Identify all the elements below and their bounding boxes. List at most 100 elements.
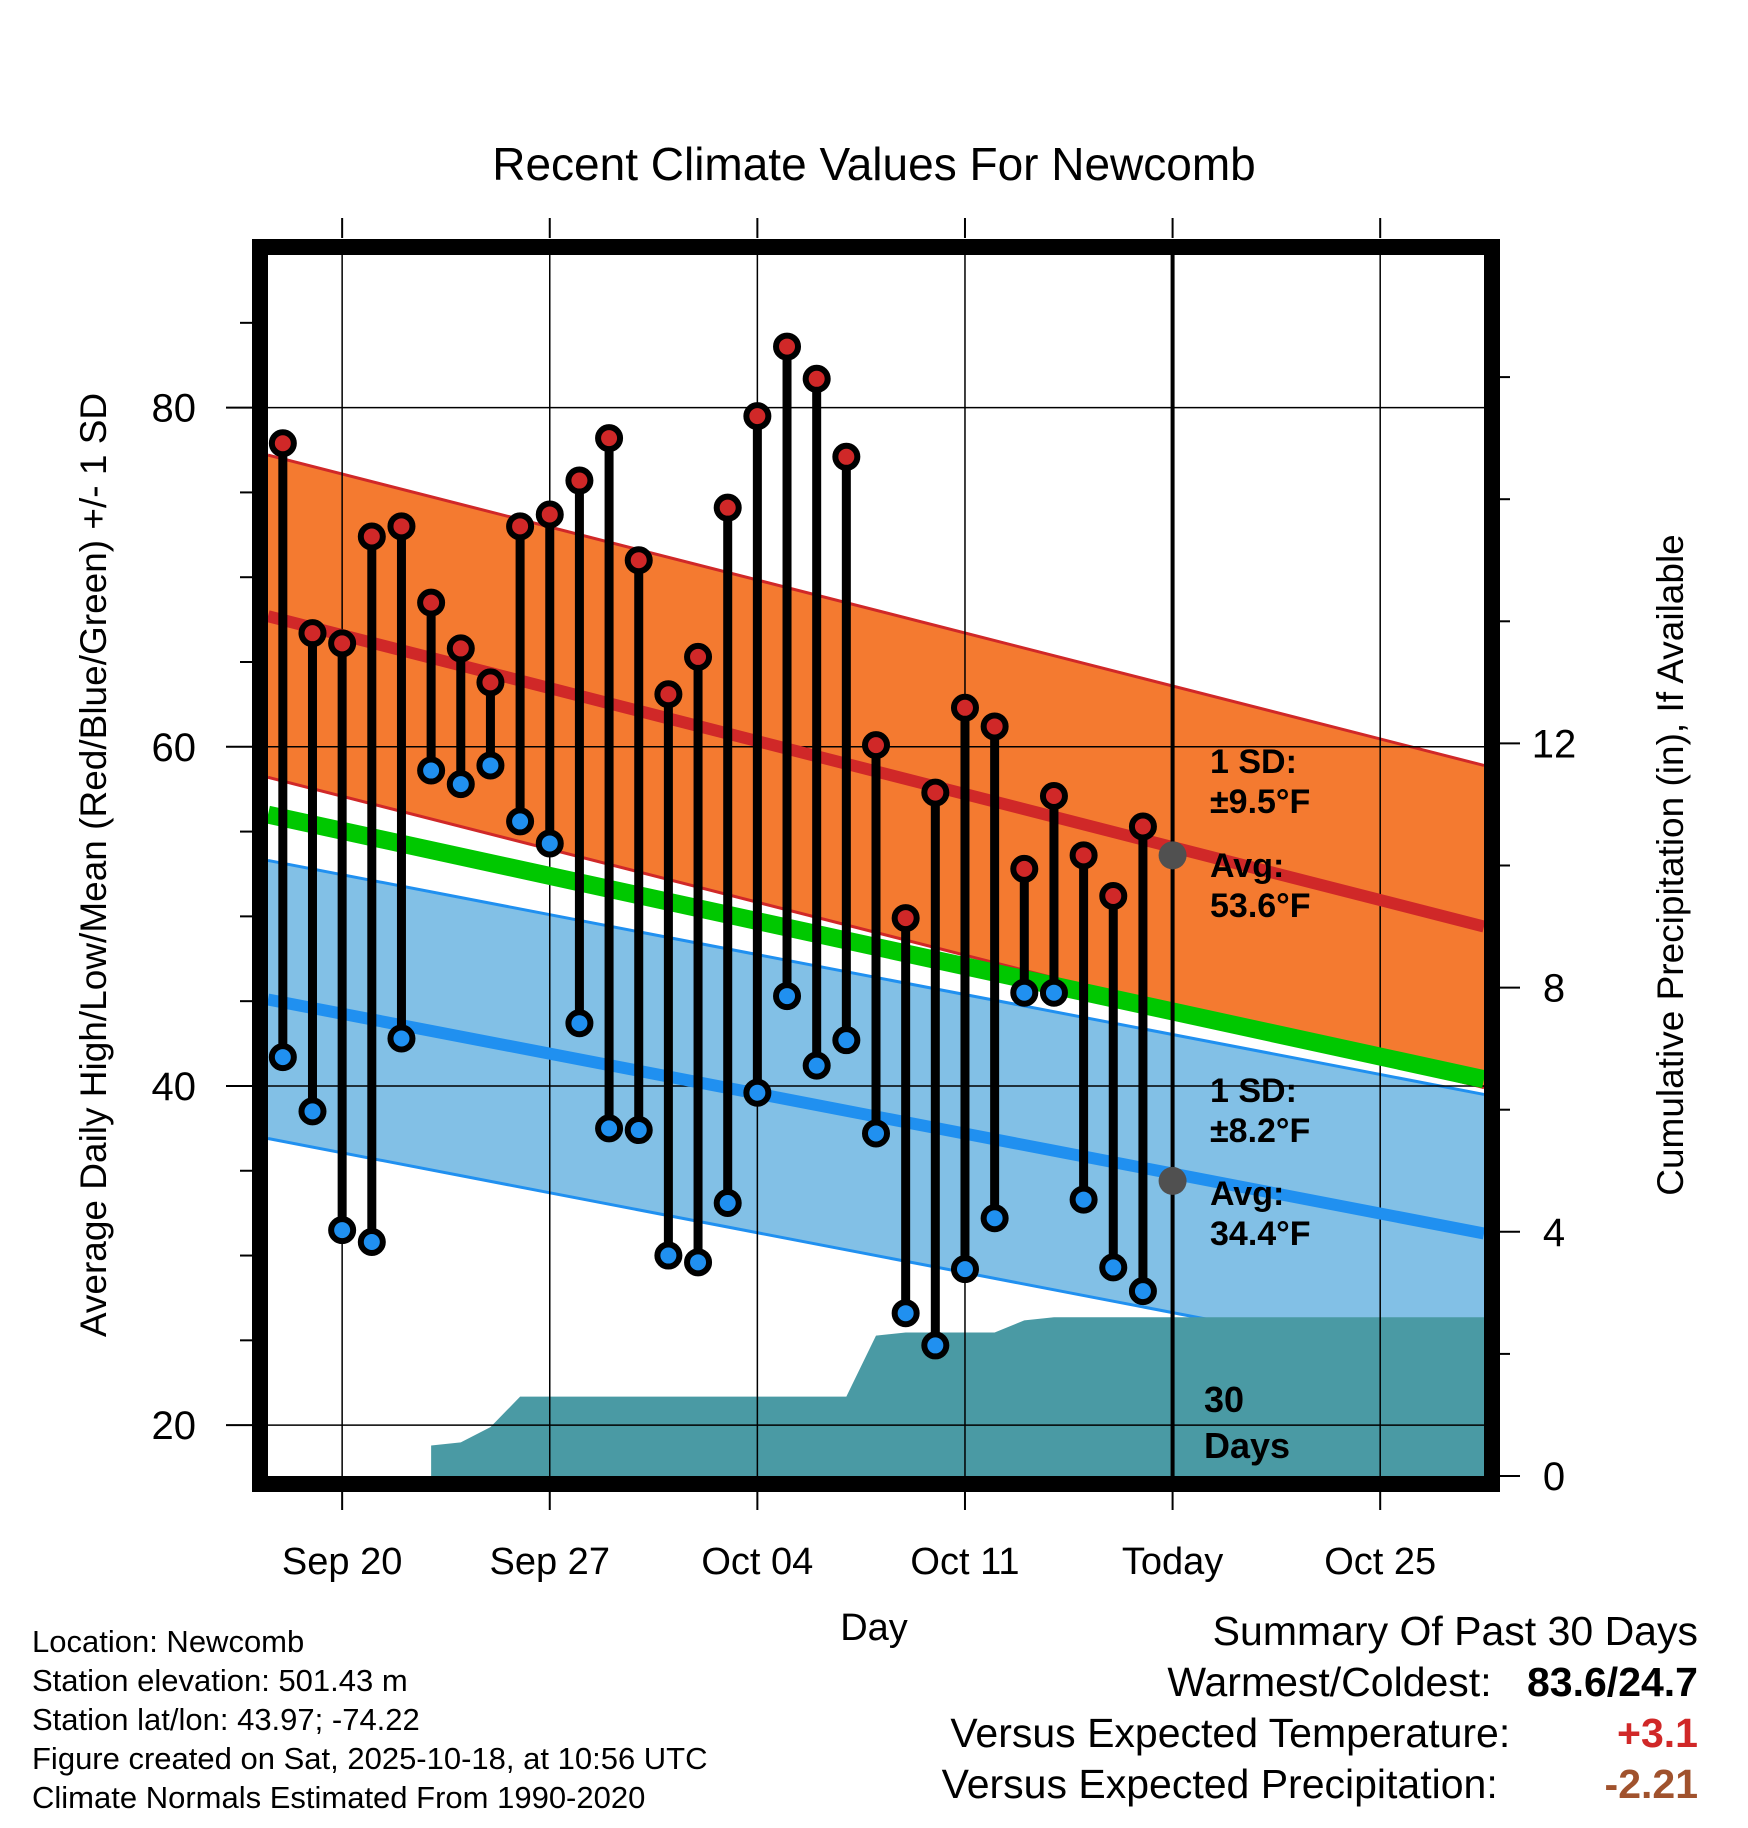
low-point (268, 1043, 297, 1072)
low-point (1128, 1277, 1157, 1306)
high-point (595, 424, 624, 453)
y2-tick-label: 8 (1543, 967, 1565, 1011)
summary-precip-value: -2.21 (1604, 1761, 1698, 1807)
high-point (743, 402, 772, 431)
low-point (743, 1078, 772, 1107)
summary-warmest-label: Warmest/Coldest: (1167, 1659, 1492, 1705)
daily-range-sticks (278, 346, 1148, 1346)
high-point (298, 619, 327, 648)
high-point (891, 904, 920, 933)
high-point (506, 512, 535, 541)
high-point (654, 680, 683, 709)
days-label-number: 30 (1204, 1379, 1244, 1420)
info-created: Figure created on Sat, 2025-10-18, at 10… (32, 1741, 708, 1776)
daily-points (268, 332, 1157, 1360)
y2-tick-label: 0 (1543, 1455, 1565, 1499)
low-point (387, 1024, 416, 1053)
info-location: Location: Newcomb (32, 1624, 305, 1659)
high-point (802, 364, 831, 393)
high-sd-value: ±9.5°F (1210, 783, 1310, 821)
low-point (476, 751, 505, 780)
high-avg-marker (1158, 841, 1187, 870)
info-elevation: Station elevation: 501.43 m (32, 1663, 408, 1698)
low-point (654, 1241, 683, 1270)
low-point (328, 1216, 357, 1245)
low-point (446, 770, 475, 799)
high-point (1010, 854, 1039, 883)
summary-temp-value: +3.1 (1617, 1710, 1698, 1756)
high-point (328, 629, 357, 658)
station-info: Location: Newcomb Station elevation: 501… (32, 1622, 708, 1817)
y2-tick-label: 12 (1532, 722, 1577, 766)
y2-axis-label: Cumulative Precipitation (in), If Availa… (1650, 534, 1691, 1196)
low-sd-label: 1 SD: (1210, 1072, 1297, 1110)
high-sd-label: 1 SD: (1210, 743, 1297, 781)
summary-temp-row: Versus Expected Temperature: +3.1 (942, 1708, 1698, 1759)
low-point (950, 1255, 979, 1284)
high-point (387, 512, 416, 541)
low-point (891, 1299, 920, 1328)
low-sd-value: ±8.2°F (1210, 1112, 1310, 1150)
low-point (506, 807, 535, 836)
y-tick-label: 40 (152, 1065, 197, 1109)
high-sd-band-upper-edge (267, 453, 1485, 767)
low-point (1069, 1185, 1098, 1214)
low-point (1039, 978, 1068, 1007)
low-point (417, 756, 446, 785)
x-tick-label: Sep 20 (282, 1541, 402, 1583)
axes: Sep 20 Sep 27 Oct 04 Oct 11 Today Oct 2520406… (152, 218, 1577, 1583)
high-avg-value: 53.6°F (1210, 887, 1311, 925)
low-point (862, 1119, 890, 1148)
annotations: 1 SD: ±9.5°F Avg: 53.6°F 1 SD: ±8.2°F Av… (1158, 743, 1311, 1466)
high-point (565, 466, 594, 495)
high-point (773, 332, 802, 361)
summary-warmest-value: 83.6/24.7 (1527, 1659, 1698, 1705)
x-tick-label: Sep 27 (490, 1541, 610, 1583)
x-tick-label: Oct 04 (701, 1541, 813, 1583)
high-point (950, 693, 979, 722)
low-point (802, 1051, 831, 1080)
high-point (446, 634, 475, 663)
x-tick-label: Oct 11 (910, 1541, 1019, 1583)
precip-area (431, 1317, 1484, 1476)
chart-title: Recent Climate Values For Newcomb (492, 138, 1256, 190)
high-point (624, 546, 653, 575)
high-point (417, 588, 446, 617)
low-point (535, 829, 564, 858)
high-point (832, 442, 861, 471)
low-point (1099, 1253, 1128, 1282)
low-point (980, 1204, 1009, 1233)
summary-precip-label: Versus Expected Precipitation: (941, 1761, 1498, 1807)
info-normals: Climate Normals Estimated From 1990-2020 (32, 1780, 646, 1815)
high-point (535, 500, 564, 529)
high-point (1128, 812, 1157, 841)
y-tick-label: 80 (152, 387, 197, 431)
high-point (1099, 882, 1128, 911)
low-point (773, 982, 802, 1011)
plot-frame (252, 239, 1500, 1492)
high-point (921, 778, 950, 807)
summary-warmest-row: Warmest/Coldest: 83.6/24.7 (942, 1657, 1698, 1708)
high-point (862, 731, 890, 760)
y-tick-label: 60 (152, 726, 197, 770)
high-point (980, 712, 1009, 741)
high-point (684, 642, 713, 671)
low-point (1010, 978, 1039, 1007)
x-axis-label: Day (840, 1607, 908, 1649)
summary-panel: Summary Of Past 30 Days Warmest/Coldest:… (942, 1606, 1698, 1810)
y-tick-label: 20 (152, 1404, 197, 1448)
high-avg-label: Avg: (1210, 847, 1284, 885)
low-point (624, 1116, 653, 1145)
low-point (357, 1227, 386, 1256)
high-point (1069, 841, 1098, 870)
high-point (357, 522, 386, 551)
summary-temp-label: Versus Expected Temperature: (950, 1710, 1511, 1756)
low-point (565, 1009, 594, 1038)
x-tick-label: Today (1122, 1541, 1223, 1583)
summary-title: Summary Of Past 30 Days (1212, 1608, 1698, 1654)
low-point (713, 1188, 742, 1217)
info-latlon: Station lat/lon: 43.97; -74.22 (32, 1702, 420, 1737)
high-point (268, 429, 297, 458)
y2-tick-label: 4 (1543, 1211, 1565, 1255)
